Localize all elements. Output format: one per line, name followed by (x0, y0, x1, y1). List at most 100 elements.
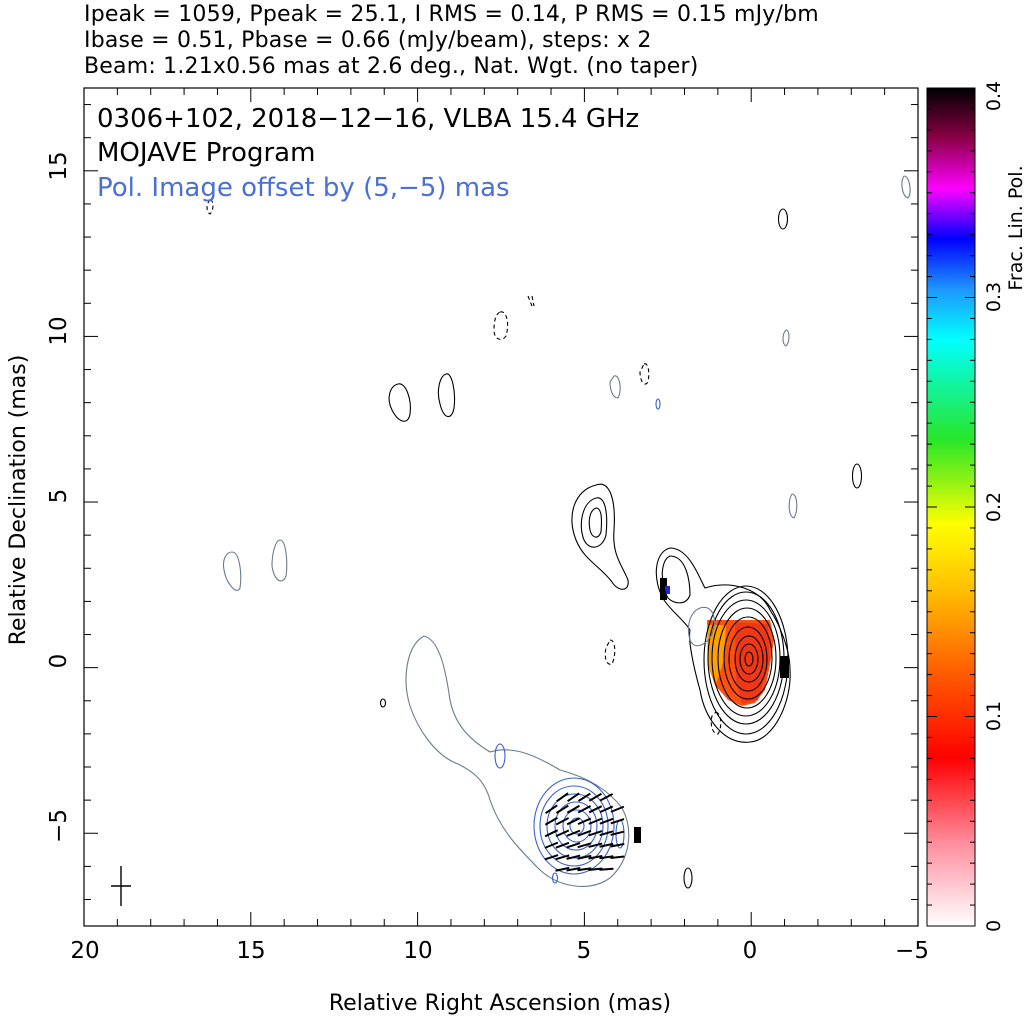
polarized-contour (569, 817, 585, 835)
x-tick-label: 15 (236, 938, 265, 964)
jet-contour (379, 698, 387, 708)
evpa-tick (544, 854, 559, 861)
y-tick-label: −5 (46, 809, 72, 843)
core-contour (655, 547, 791, 743)
y-tick-label: 15 (46, 151, 72, 180)
core-contours (379, 208, 863, 889)
negative-contour (639, 363, 650, 385)
evpa-tick (555, 841, 570, 849)
jet-contour (388, 383, 411, 422)
colorbar-tick-label: 0.2 (983, 492, 1005, 522)
outer-contour (609, 375, 621, 399)
y-tick-label: 0 (46, 654, 72, 669)
evpa-tick (566, 804, 580, 814)
evpa-tick (610, 843, 625, 848)
y-tick-labels: −5 0 5 10 15 (46, 151, 72, 843)
evpa-tick (577, 817, 592, 826)
x-tick-labels: 20 15 10 5 0 −5 (70, 938, 929, 964)
negative-contour (604, 639, 616, 665)
x-axis-title: Relative Right Ascension (mas) (329, 991, 671, 1016)
polarized-contours (494, 398, 661, 884)
evpa-tick (556, 792, 569, 803)
evpa-tick (588, 792, 602, 802)
negative-contour (493, 311, 509, 340)
offset-polarization-color-edge (634, 827, 641, 843)
colorbar-tick-label: 0.4 (983, 81, 1005, 111)
evpa-tick (555, 829, 570, 838)
evpa-tick (555, 804, 569, 814)
evpa-tick (544, 829, 559, 838)
evpa-tick (610, 830, 625, 836)
evpa-tick (577, 867, 592, 872)
colorbar-tick-labels: 0 0.1 0.2 0.3 0.4 (983, 81, 1005, 932)
outer-contour (222, 551, 242, 591)
evpa-tick (599, 793, 614, 802)
evpa-tick (577, 805, 592, 814)
core-contour (717, 607, 777, 709)
evpa-tick (566, 829, 581, 837)
core-polarization-color-edge (780, 656, 789, 678)
colorbar-label: Frac. Lin. Pol. (1005, 165, 1027, 290)
evpa-tick (599, 842, 614, 848)
evpa-tick (599, 855, 614, 860)
header-line-peaks: Ipeak = 1059, Ppeak = 25.1, I RMS = 0.14… (84, 2, 819, 27)
core-contour (744, 651, 754, 667)
outer-contours (222, 175, 911, 887)
evpa-tick (555, 866, 570, 872)
negative-contour (206, 199, 214, 215)
axis-ticks (83, 88, 919, 926)
evpa-tick (588, 805, 603, 814)
evpa-tick (599, 817, 614, 825)
evpa-tick (577, 842, 592, 849)
core-contour (711, 599, 781, 717)
polarized-contour (494, 743, 506, 769)
evpa-tick (566, 854, 581, 860)
evpa-tick (588, 855, 603, 860)
jet-contour (683, 867, 693, 889)
y-axis-title: Relative Declination (mas) (6, 355, 31, 646)
x-tick-label: 10 (403, 938, 432, 964)
evpa-tick (566, 842, 581, 849)
jet-contour (851, 463, 863, 489)
negative-contours (206, 199, 722, 735)
polarized-contour (533, 777, 615, 875)
outer-contour (782, 329, 790, 347)
evpa-tick (599, 805, 614, 814)
core-contour (739, 643, 759, 675)
colorbar-tick-label: 0 (983, 920, 1005, 932)
evpa-tick (610, 855, 625, 859)
beam-marker (111, 866, 131, 906)
core-contour (703, 585, 789, 735)
x-tick-label: −5 (895, 938, 929, 964)
polarized-contour (562, 809, 592, 843)
evpa-tick (566, 867, 581, 872)
evpa-tick (577, 829, 592, 837)
core-contour (734, 635, 764, 683)
x-tick-label: 20 (70, 938, 99, 964)
evpa-tick (566, 817, 581, 826)
evpa-tick (577, 854, 592, 860)
x-tick-label: 5 (577, 938, 592, 964)
header-line-base: Ibase = 0.51, Pbase = 0.66 (mJy/beam), s… (84, 28, 652, 53)
evpa-tick (567, 792, 580, 803)
negative-contour (710, 711, 722, 735)
evpa-tick (588, 842, 603, 848)
negative-contour (527, 295, 535, 307)
y-tick-label: 10 (46, 316, 72, 345)
core-contour (707, 591, 785, 725)
outer-contour-extended (405, 635, 630, 887)
header-line-beam: Beam: 1.21x0.56 mas at 2.6 deg., Nat. Wg… (84, 54, 699, 79)
evpa-tick (544, 816, 558, 826)
polarized-contour (554, 801, 598, 851)
knot-polarization-color-blue (665, 586, 670, 594)
core-polarization-color-left (707, 625, 726, 684)
evpa-tick (555, 854, 570, 861)
colorbar-tick-label: 0.3 (983, 282, 1005, 312)
evpa-tick (545, 804, 558, 815)
source-title: 0306+102, 2018−12−16, VLBA 15.4 GHz (97, 104, 639, 134)
plot-frame (83, 87, 919, 927)
evpa-tick (577, 792, 591, 802)
jet-contour (588, 507, 603, 538)
polarized-contour (655, 398, 661, 410)
